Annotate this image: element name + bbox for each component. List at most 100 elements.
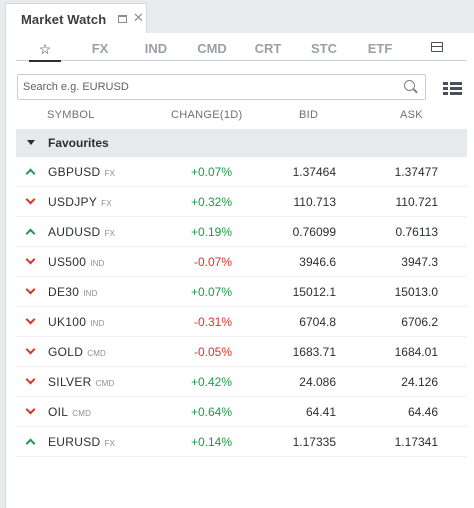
table-row[interactable]: DE30 IND +0.07% 15012.1 15013.0 (16, 277, 467, 307)
change-cell: +0.64% (190, 405, 232, 419)
change-cell: -0.07% (193, 255, 232, 269)
ask-cell[interactable]: 64.46 (407, 405, 438, 419)
ask-cell[interactable]: 1684.01 (394, 345, 438, 359)
arrow-down-icon (25, 344, 36, 355)
arrow-down-icon (25, 374, 36, 385)
symbol-type: FX (104, 439, 116, 448)
table-row[interactable]: USDJPY FX +0.32% 110.713 110.721 (16, 187, 467, 217)
ask-cell[interactable]: 110.721 (395, 195, 439, 209)
ask-cell[interactable]: 15013.0 (394, 285, 438, 299)
arrow-up-icon (25, 438, 36, 449)
market-watch-panel: ☆ FX IND CMD CRT STC ETF SYMBOL CHANGE(1… (5, 33, 474, 508)
symbol-name: US500 (48, 255, 87, 269)
change-cell: +0.19% (190, 225, 232, 239)
ask-cell[interactable]: 1.37477 (394, 165, 438, 179)
close-icon[interactable]: ✕ (133, 10, 144, 25)
table-row[interactable]: UK100 IND -0.31% 6704.8 6706.2 (16, 307, 467, 337)
inbox-icon[interactable] (431, 42, 443, 52)
table-row[interactable]: EURUSD FX +0.14% 1.17335 1.17341 (16, 427, 467, 457)
bid-cell[interactable]: 15012.1 (292, 285, 336, 299)
symbol-type: IND (90, 319, 105, 328)
table-row[interactable]: SILVER CMD +0.42% 24.086 24.126 (16, 367, 467, 397)
group-favourites[interactable]: Favourites (16, 129, 467, 157)
change-cell: +0.42% (190, 375, 232, 389)
change-cell: +0.32% (190, 195, 232, 209)
symbol-cell: OIL CMD (48, 405, 91, 419)
ask-cell[interactable]: 24.126 (401, 375, 438, 389)
symbol-cell: US500 IND (48, 255, 105, 269)
change-cell: +0.07% (190, 285, 232, 299)
table-row[interactable]: OIL CMD +0.64% 64.41 64.46 (16, 397, 467, 427)
tab-etf[interactable]: ETF (367, 41, 393, 56)
bid-cell[interactable]: 3946.6 (299, 255, 336, 269)
tab-title: Market Watch (21, 11, 107, 27)
symbol-name: USDJPY (48, 195, 98, 209)
col-symbol[interactable]: SYMBOL (47, 109, 95, 121)
symbol-name: OIL (48, 405, 69, 419)
symbol-name: UK100 (48, 315, 87, 329)
tab-crt[interactable]: CRT (254, 41, 282, 56)
col-bid[interactable]: BID (299, 109, 319, 121)
bid-cell[interactable]: 110.713 (293, 195, 337, 209)
group-label: Favourites (48, 136, 109, 150)
tab-ind[interactable]: IND (144, 41, 168, 56)
table-row[interactable]: GBPUSD FX +0.07% 1.37464 1.37477 (16, 157, 467, 187)
ask-cell[interactable]: 6706.2 (401, 315, 438, 329)
change-cell: -0.31% (193, 315, 232, 329)
change-cell: +0.07% (190, 165, 232, 179)
symbol-name: GOLD (48, 345, 84, 359)
symbol-cell: GBPUSD FX (48, 165, 115, 179)
tab-favourites[interactable]: ☆ (25, 41, 65, 62)
bid-cell[interactable]: 64.41 (305, 405, 336, 419)
symbol-cell: SILVER CMD (48, 375, 114, 389)
arrow-down-icon (25, 194, 36, 205)
symbol-cell: AUDUSD FX (48, 225, 115, 239)
bid-cell[interactable]: 0.76099 (292, 225, 336, 239)
instrument-list: GBPUSD FX +0.07% 1.37464 1.37477 USDJPY FX +0.3… (16, 157, 467, 457)
col-ask[interactable]: ASK (400, 109, 423, 121)
arrow-down-icon (25, 314, 36, 325)
bid-cell[interactable]: 1683.71 (292, 345, 336, 359)
arrow-down-icon (25, 284, 36, 295)
bid-cell[interactable]: 6704.8 (299, 315, 336, 329)
symbol-name: AUDUSD (48, 225, 101, 239)
symbol-name: GBPUSD (48, 165, 101, 179)
symbol-type: CMD (87, 349, 107, 358)
col-change[interactable]: CHANGE(1D) (171, 109, 243, 121)
search-input[interactable] (18, 75, 388, 99)
symbol-type: IND (83, 289, 98, 298)
bid-cell[interactable]: 1.17335 (292, 435, 336, 449)
ask-cell[interactable]: 3947.3 (401, 255, 438, 269)
symbol-cell: USDJPY FX (48, 195, 112, 209)
market-watch-tab[interactable]: Market Watch ✕ (5, 3, 147, 34)
table-row[interactable]: GOLD CMD -0.05% 1683.71 1684.01 (16, 337, 467, 367)
caret-down-icon[interactable] (27, 140, 35, 145)
symbol-type: CMD (95, 379, 115, 388)
bid-cell[interactable]: 24.086 (299, 375, 336, 389)
arrow-down-icon (25, 404, 36, 415)
window-tab-bar: Market Watch ✕ (0, 0, 474, 34)
search-icon[interactable] (404, 80, 415, 91)
bid-cell[interactable]: 1.37464 (292, 165, 336, 179)
symbol-type: FX (104, 229, 116, 238)
table-row[interactable]: AUDUSD FX +0.19% 0.76099 0.76113 (16, 217, 467, 247)
tab-fx[interactable]: FX (91, 41, 109, 56)
change-cell: +0.14% (190, 435, 232, 449)
symbol-name: EURUSD (48, 435, 101, 449)
list-view-icon[interactable] (443, 82, 462, 95)
symbol-type: CMD (72, 409, 92, 418)
ask-cell[interactable]: 1.17341 (394, 435, 438, 449)
column-header: SYMBOL CHANGE(1D) BID ASK (16, 105, 466, 127)
search-box (17, 74, 426, 100)
symbol-cell: EURUSD FX (48, 435, 115, 449)
tab-cmd[interactable]: CMD (197, 41, 227, 56)
maximize-icon[interactable] (118, 15, 127, 23)
ask-cell[interactable]: 0.76113 (395, 225, 439, 239)
star-icon: ☆ (38, 41, 52, 57)
symbol-type: IND (90, 259, 105, 268)
arrow-up-icon (25, 228, 36, 239)
tab-stc[interactable]: STC (311, 41, 337, 56)
symbol-cell: UK100 IND (48, 315, 105, 329)
table-row[interactable]: US500 IND -0.07% 3946.6 3947.3 (16, 247, 467, 277)
symbol-type: FX (101, 199, 112, 208)
